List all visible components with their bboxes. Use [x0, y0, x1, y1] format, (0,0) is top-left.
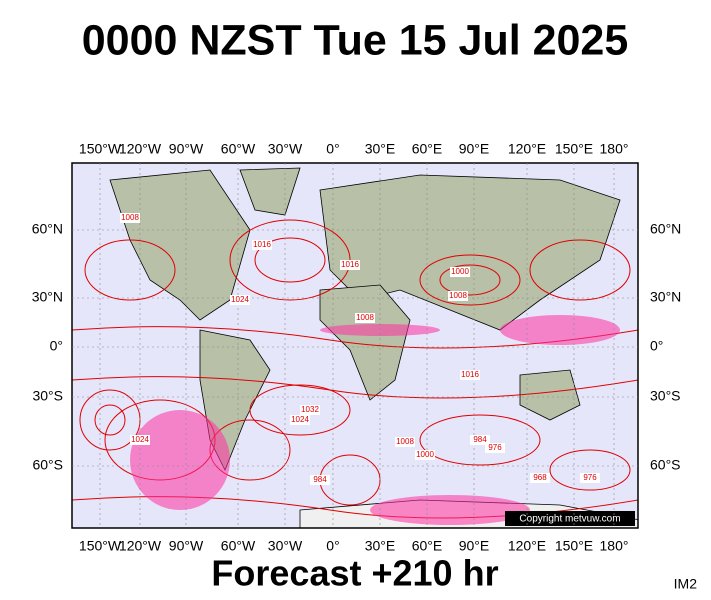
lon-label-top: 120°W — [119, 141, 162, 157]
lon-label-bottom: 90°W — [169, 538, 204, 554]
isobar-label: 968 — [533, 473, 547, 482]
isobar-label-bg — [120, 213, 140, 223]
lon-label-bottom: 90°E — [459, 538, 490, 554]
lat-label-left: 60°N — [32, 221, 63, 237]
forecast-label: Forecast +210 hr — [211, 553, 498, 594]
isobar-label: 1008 — [449, 291, 467, 300]
lon-label-top: 120°E — [508, 141, 546, 157]
isobar-label: 976 — [583, 473, 597, 482]
lon-label-top: 90°W — [169, 141, 204, 157]
lon-label-top: 180° — [600, 141, 629, 157]
isobar-label: 1008 — [396, 437, 414, 446]
lat-label-right: 60°S — [650, 457, 681, 473]
isobar-label: 1016 — [461, 370, 479, 379]
lon-label-top: 90°E — [459, 141, 490, 157]
lat-label-left: 30°N — [32, 289, 63, 305]
map: Copyright metvuw.com — [71, 162, 639, 529]
isobar-label: 1008 — [356, 313, 374, 322]
lon-label-bottom: 150°W — [79, 538, 122, 554]
lat-label-right: 30°N — [650, 289, 681, 305]
isobar-label: 1008 — [121, 213, 139, 222]
lon-label-top: 60°W — [221, 141, 256, 157]
isobar-label-bg — [530, 473, 550, 483]
isobar-label: 1032 — [301, 405, 319, 414]
lat-label-right: 30°S — [650, 388, 681, 404]
lat-label-right: 0° — [650, 338, 663, 354]
copyright-box — [505, 511, 635, 526]
lon-label-bottom: 60°E — [412, 538, 443, 554]
isobar-label: 976 — [488, 443, 502, 452]
isobar-label: 1000 — [416, 450, 434, 459]
lon-label-bottom: 150°E — [555, 538, 593, 554]
image-code: IM2 — [674, 576, 698, 592]
isobar-label-bg — [355, 313, 375, 323]
lon-label-top: 30°E — [365, 141, 396, 157]
lon-label-bottom: 30°E — [365, 538, 396, 554]
title: 0000 NZST Tue 15 Jul 2025 — [82, 16, 629, 64]
lon-label-top: 60°E — [412, 141, 443, 157]
lon-label-top: 0° — [326, 141, 339, 157]
isobar-label: 1024 — [231, 295, 249, 304]
isobar-label-bg — [450, 267, 470, 277]
lon-label-top: 30°W — [268, 141, 303, 157]
lat-label-left: 60°S — [32, 457, 63, 473]
isobar-label-bg — [485, 443, 505, 453]
isobar-label-bg — [448, 291, 468, 301]
isobar-label: 1024 — [131, 435, 149, 444]
isobar-label-bg — [300, 405, 320, 415]
isobar-label-bg — [310, 475, 330, 485]
lat-label-right: 60°N — [650, 221, 681, 237]
lon-label-bottom: 0° — [326, 538, 339, 554]
isobar-label: 984 — [313, 475, 327, 484]
isobar-label: 1016 — [341, 260, 359, 269]
copyright: Copyright metvuw.com — [519, 514, 620, 525]
lon-label-bottom: 120°E — [508, 538, 546, 554]
lon-label-bottom: 180° — [600, 538, 629, 554]
isobar-label-bg — [470, 435, 490, 445]
isobar-label-bg — [290, 415, 310, 425]
lat-label-left: 30°S — [32, 388, 63, 404]
isobar-label-bg — [580, 473, 600, 483]
isobar-label-bg — [252, 240, 272, 250]
lon-label-bottom: 60°W — [221, 538, 256, 554]
lon-label-bottom: 120°W — [119, 538, 162, 554]
isobar-label-bg — [415, 450, 435, 460]
isobar-label-bg — [130, 435, 150, 445]
isobar-label-bg — [340, 260, 360, 270]
lon-label-bottom: 30°W — [268, 538, 303, 554]
isobar-label: 1000 — [451, 267, 469, 276]
isobar-label: 984 — [473, 435, 487, 444]
isobar-label-bg — [460, 370, 480, 380]
lon-label-top: 150°W — [79, 141, 122, 157]
isobar-label-bg — [230, 295, 250, 305]
isobar-label: 1024 — [291, 415, 309, 424]
lon-label-top: 150°E — [555, 141, 593, 157]
isobar-label: 1016 — [253, 240, 271, 249]
land-and-isobars — [72, 167, 638, 528]
lat-label-left: 0° — [50, 338, 63, 354]
isobar-label-bg — [395, 437, 415, 447]
